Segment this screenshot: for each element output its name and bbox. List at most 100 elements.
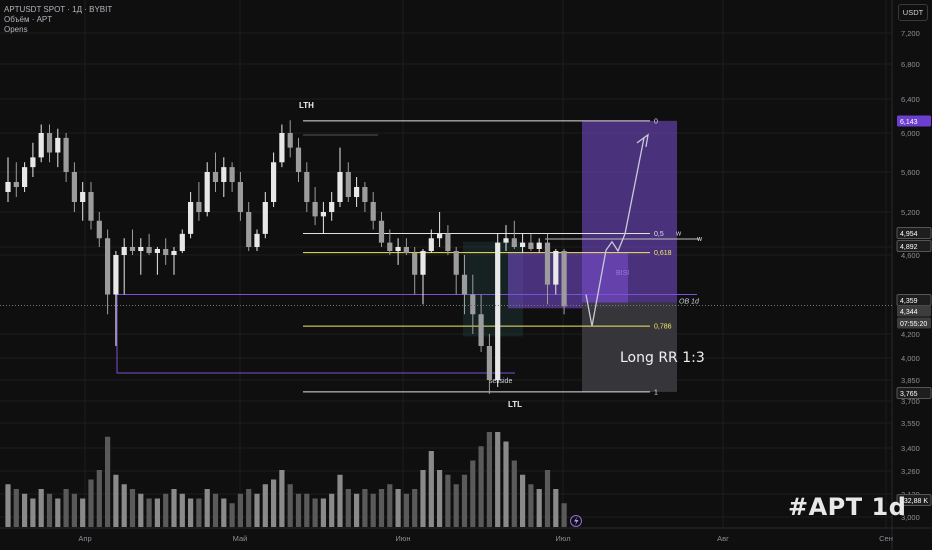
candle	[312, 187, 318, 226]
candle-body	[121, 247, 127, 255]
candle-body	[188, 202, 194, 234]
long-risk-zone	[582, 302, 677, 392]
volume-bar	[337, 474, 343, 527]
candle-body	[362, 187, 368, 202]
volume-bar	[370, 493, 376, 527]
volume-bar	[30, 498, 36, 527]
currency-button[interactable]: USDT	[898, 4, 928, 21]
candle	[5, 157, 11, 202]
candle-body	[370, 202, 376, 221]
sellside-liquidity-line	[116, 294, 515, 374]
candle-body	[536, 242, 542, 249]
candle-body	[453, 251, 459, 275]
candle-body	[30, 157, 36, 168]
fib-level-label: 0,5	[654, 231, 664, 238]
candle-body	[412, 253, 418, 275]
volume-bar	[237, 493, 243, 527]
candle-body	[495, 242, 501, 380]
candle	[544, 233, 551, 305]
candle	[196, 182, 202, 221]
price-tag: 4,954	[896, 227, 932, 239]
candle	[520, 233, 526, 253]
symbol-title[interactable]: APTUSDT SPOT · 1Д · BYBIT	[4, 5, 113, 14]
y-tick-label: 5,200	[901, 208, 920, 217]
candle	[470, 274, 476, 334]
price-tag-box	[896, 240, 932, 252]
volume-bar	[561, 503, 567, 527]
y-tick-label: 3,700	[901, 397, 920, 406]
opens-indicator-label[interactable]: Opens	[4, 25, 28, 34]
y-tick-label: 4,000	[901, 354, 920, 363]
candle	[46, 124, 53, 163]
candle-body	[520, 242, 526, 247]
volume-bar	[71, 493, 77, 527]
candle	[237, 172, 243, 221]
candle	[495, 233, 501, 387]
long-rr-label: Long RR 1:3	[620, 350, 705, 366]
sellside-label: sellside	[489, 378, 512, 385]
candle-body	[378, 220, 385, 243]
volume-bar	[204, 489, 210, 527]
candle	[295, 137, 302, 182]
candle-body	[329, 202, 335, 212]
candle	[354, 177, 360, 207]
candle	[511, 220, 517, 249]
volume-bar	[528, 484, 534, 527]
volume-bar	[320, 498, 326, 527]
candle	[271, 152, 277, 207]
volume-indicator-label[interactable]: Объём · APT	[4, 15, 53, 24]
price-tag-text: 4,344	[900, 309, 918, 316]
price-tag-text: 4,359	[900, 298, 918, 305]
price-tag-text: 732,88 K	[900, 498, 928, 505]
candle-body	[387, 242, 393, 251]
volume-bar	[146, 498, 152, 527]
volume-bar	[304, 493, 310, 527]
price-tag-text: 07:55:20	[900, 321, 927, 328]
volume-bar	[354, 493, 360, 527]
price-tag: 4,359	[896, 294, 932, 306]
volume-bar	[171, 489, 177, 527]
volume-bar	[387, 484, 393, 527]
volume-bar	[553, 489, 559, 527]
candle	[461, 255, 468, 315]
volume-bar	[395, 489, 401, 527]
candle	[412, 247, 418, 295]
price-tag: 732,88 K	[896, 494, 932, 506]
candle-body	[461, 274, 468, 295]
candle	[113, 251, 119, 346]
candle	[378, 212, 385, 247]
x-tick-label: Авг	[717, 534, 729, 543]
volume-bar	[121, 484, 127, 527]
candle-body	[5, 182, 11, 192]
volume-bar	[5, 484, 11, 527]
volume-bar	[362, 489, 368, 527]
volume-bar	[461, 474, 468, 527]
candle	[437, 212, 443, 247]
y-tick-label: 7,200	[901, 29, 920, 38]
candle	[179, 229, 185, 253]
candle	[171, 247, 177, 275]
candle-body	[105, 238, 111, 295]
volume-bar	[503, 441, 509, 527]
candle-body	[221, 167, 227, 182]
volume-bar	[80, 498, 86, 527]
candle-body	[420, 251, 426, 275]
candle-body	[38, 133, 44, 158]
candle-body	[320, 212, 326, 217]
candle	[229, 162, 235, 192]
candle	[188, 192, 194, 239]
candle-body	[528, 242, 534, 249]
volume-bar	[495, 432, 501, 527]
volume-bar	[536, 489, 542, 527]
candle	[478, 294, 484, 352]
candle-body	[279, 133, 285, 163]
volume-bar	[221, 498, 227, 527]
candle	[387, 229, 393, 255]
volume-bar	[403, 493, 409, 527]
candle-body	[503, 238, 509, 243]
price-tag-text: 3,765	[900, 391, 918, 398]
candle	[129, 229, 136, 255]
candle	[304, 162, 310, 212]
volume-bar	[188, 498, 194, 527]
